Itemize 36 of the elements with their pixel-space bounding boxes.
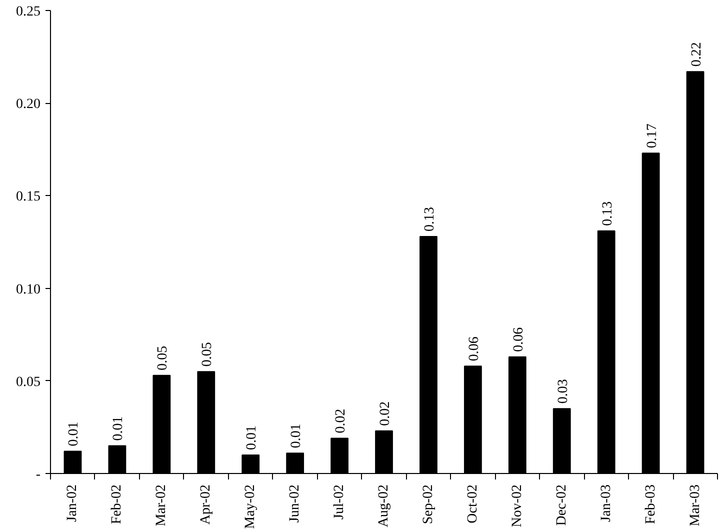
x-tick-label: Jan-03 [598,484,614,522]
x-tick-label: Dec-02 [554,484,570,526]
x-tick-label: Nov-02 [510,484,525,528]
x-tick-label: Feb-03 [643,484,658,524]
data-label: 0.06 [466,336,482,362]
x-tick-label: May-02 [243,484,258,529]
x-tick-label: Mar-02 [154,484,170,526]
y-tick-label: - [36,468,41,482]
data-label: 0.02 [378,401,393,426]
x-tick-label: Apr-02 [198,484,214,525]
y-tick-label: 0.10 [16,282,40,298]
y-tick-label: 0.15 [16,190,40,205]
data-label: 0.03 [556,379,571,404]
x-tick-label: Jun-02 [288,484,303,523]
data-label: 0.05 [200,342,216,367]
x-tick-label: Aug-02 [376,484,392,528]
data-label: 0.01 [111,416,126,441]
data-label: 0.22 [689,42,704,67]
data-label: 0.13 [600,201,616,226]
data-label: 0.06 [511,327,526,352]
data-label: 0.05 [156,346,171,370]
x-tick-label: Jul-02 [332,484,348,520]
data-label: 0.17 [644,124,660,148]
data-label: 0.01 [244,425,260,450]
y-tick-label: 0.25 [16,4,40,20]
data-label: 0.13 [422,206,438,232]
x-tick-label: Mar-03 [688,484,703,526]
x-tick-label: Feb-02 [110,484,125,524]
y-tick-label: 0.20 [16,97,40,112]
data-label: 0.01 [289,424,304,448]
x-tick-label: Sep-02 [420,484,436,524]
x-tick-label: Jan-02 [65,484,80,522]
y-tick-label: 0.05 [16,374,40,390]
x-tick-label: Oct-02 [465,484,480,524]
data-label: 0.01 [66,422,82,446]
data-label: 0.02 [334,408,349,434]
